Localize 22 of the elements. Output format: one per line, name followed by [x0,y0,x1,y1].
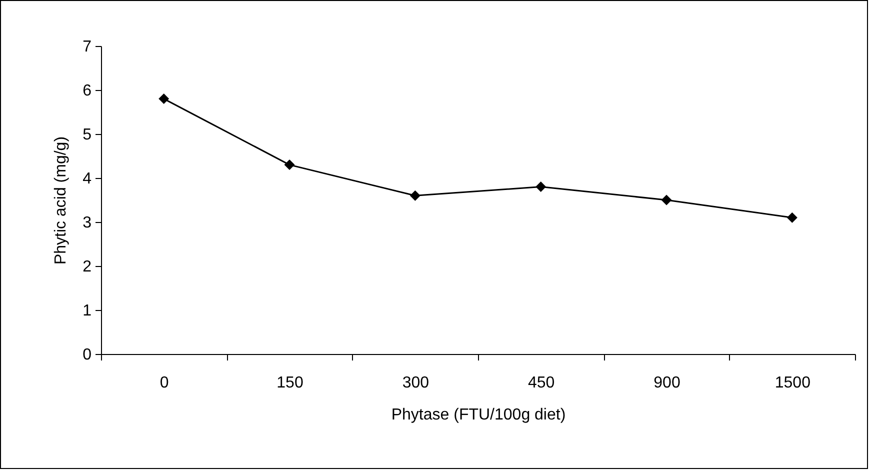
y-tick-label: 3 [82,214,92,232]
y-tick-label: 4 [82,170,92,188]
y-tick-label: 7 [82,38,92,56]
x-axis-title: Phytase (FTU/100g diet) [391,406,566,424]
point [158,94,170,104]
x-tick-label: 150 [276,374,304,392]
x-tick-label: 900 [654,374,680,392]
y-tick-label: 2 [82,258,92,276]
point [661,194,672,206]
y-tick-label: 6 [82,82,92,100]
y-axis-title: Phytic acid (mg/g) [52,136,70,265]
point [536,182,546,192]
y-tick-label: 1 [82,302,92,320]
y-tick-label: 5 [82,126,92,144]
y-tick-label: 0 [82,346,92,364]
x-tick-label: 450 [528,374,555,392]
x-tick-label: 0 [160,374,169,392]
point [410,190,420,201]
x-tick-label: 1500 [774,374,811,392]
x-tick-label: 300 [402,374,430,392]
point [786,212,798,223]
point [284,160,295,170]
